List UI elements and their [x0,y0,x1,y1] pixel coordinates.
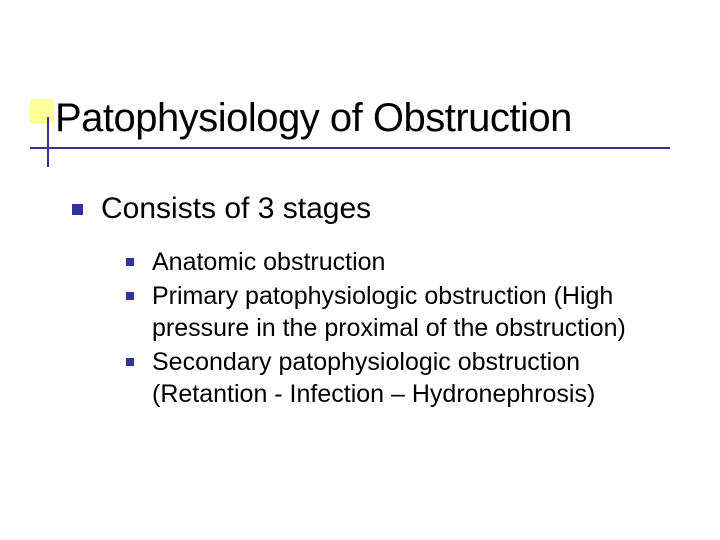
bullet-text: Secondary patophysiologic obstruction (R… [152,346,672,410]
list-item: Anatomic obstruction [126,246,672,278]
list-item: Secondary patophysiologic obstruction (R… [126,346,672,410]
heading-text: Consists of 3 stages [101,190,371,228]
bullet-icon [126,258,134,266]
bullet-text: Primary patophysiologic obstruction (Hig… [152,280,672,344]
bullet-icon [126,292,134,300]
list-item: Consists of 3 stages [72,190,672,228]
bullet-icon [126,358,134,366]
bullet-text: Anatomic obstruction [152,246,385,278]
list-item: Primary patophysiologic obstruction (Hig… [126,280,672,344]
slide-content: Consists of 3 stages Anatomic obstructio… [72,190,672,412]
accent-square [30,99,54,123]
sublist: Anatomic obstruction Primary patophysiol… [126,246,672,410]
slide-title: Patophysiology of Obstruction [55,96,572,141]
bullet-icon [72,204,83,215]
horizontal-rule [30,147,670,149]
vertical-rule [47,117,49,167]
